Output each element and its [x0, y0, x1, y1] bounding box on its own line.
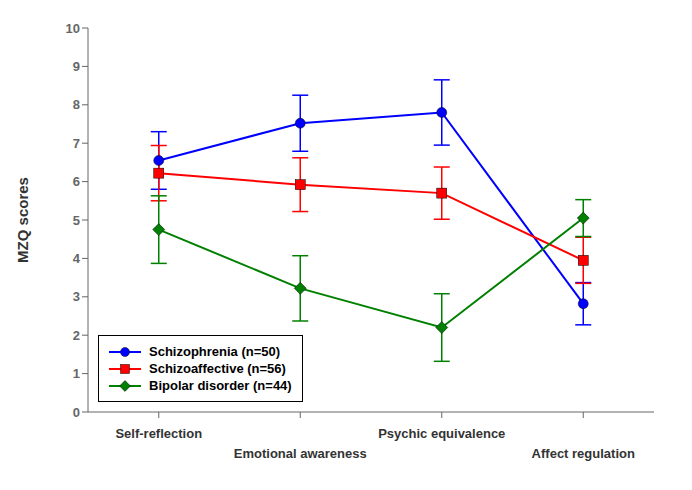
html-text:Bipolar disorder (n=44): Bipolar disorder (n=44)	[149, 378, 292, 393]
svg-text:Emotional awareness: Emotional awareness	[234, 446, 367, 461]
svg-text:8: 8	[73, 97, 80, 112]
svg-text:Self-reflection: Self-reflection	[115, 426, 202, 441]
svg-text:0: 0	[73, 405, 80, 420]
html-text:Schizophrenia (n=50): Schizophrenia (n=50)	[149, 344, 281, 359]
svg-text:6: 6	[73, 174, 80, 189]
svg-text:2: 2	[73, 328, 80, 343]
svg-text:Psychic equivalence: Psychic equivalence	[378, 426, 505, 441]
svg-text:10: 10	[66, 21, 80, 36]
svg-text:1: 1	[73, 366, 80, 381]
svg-text:4: 4	[73, 251, 81, 266]
svg-text:9: 9	[73, 59, 80, 74]
svg-text:7: 7	[73, 136, 80, 151]
svg-text:5: 5	[73, 213, 80, 228]
html-text:Schizoaffective (n=56): Schizoaffective (n=56)	[149, 361, 286, 376]
svg-text:Affect regulation: Affect regulation	[532, 446, 635, 461]
svg-text:3: 3	[73, 289, 80, 304]
svg-text:MZQ scores: MZQ scores	[14, 177, 31, 263]
